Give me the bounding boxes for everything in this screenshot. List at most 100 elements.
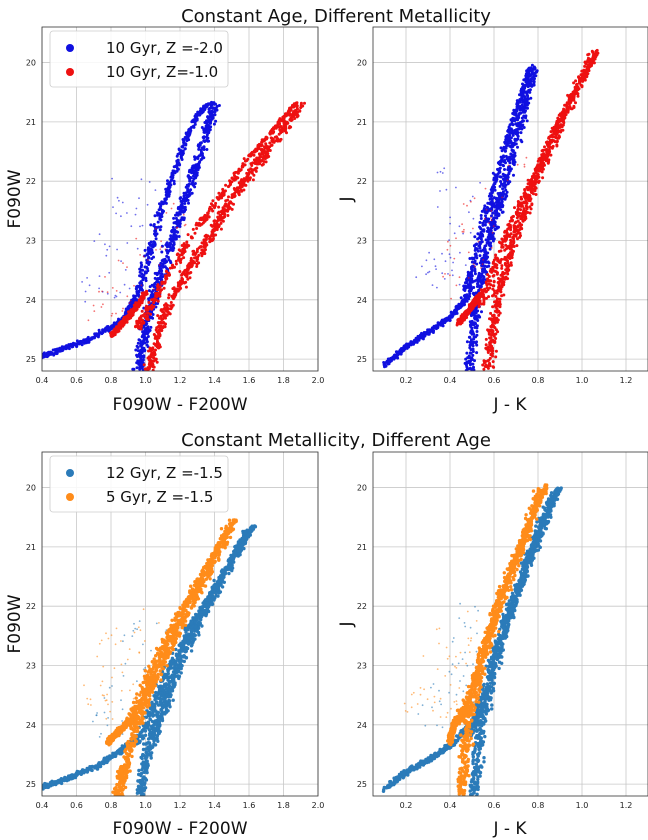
data-point	[583, 60, 587, 64]
data-point	[493, 188, 497, 192]
data-point	[112, 206, 114, 209]
data-point	[405, 346, 409, 350]
data-point	[110, 334, 114, 338]
data-point	[387, 362, 391, 365]
data-point	[207, 110, 211, 114]
data-point	[151, 348, 155, 351]
data-point	[526, 211, 530, 214]
data-point	[167, 192, 171, 196]
data-point	[166, 255, 170, 259]
data-point	[510, 249, 514, 253]
data-point	[491, 294, 494, 298]
data-point	[488, 362, 492, 366]
data-point	[148, 349, 152, 353]
data-point	[556, 130, 560, 134]
data-point	[143, 248, 147, 252]
data-point	[495, 211, 499, 215]
data-point	[521, 219, 525, 222]
data-point	[487, 194, 491, 198]
data-point	[273, 125, 277, 129]
x-tick-label: 0.4	[444, 376, 457, 385]
data-point	[225, 204, 229, 208]
data-point	[116, 248, 118, 251]
data-point	[145, 253, 149, 257]
data-point	[523, 211, 527, 215]
data-point	[219, 221, 223, 225]
data-point	[175, 211, 179, 215]
data-point	[518, 228, 522, 232]
data-point	[262, 151, 266, 155]
data-point	[93, 310, 96, 312]
data-point	[497, 199, 500, 203]
data-point	[444, 260, 447, 263]
data-point	[520, 106, 524, 109]
data-point	[209, 112, 213, 116]
data-point	[221, 206, 225, 210]
data-point	[151, 356, 155, 359]
data-point	[210, 207, 214, 211]
data-point	[475, 256, 479, 260]
data-point	[159, 308, 163, 312]
data-point	[104, 276, 106, 278]
data-point	[219, 227, 223, 231]
data-point	[204, 233, 208, 237]
data-point	[179, 196, 183, 200]
data-point	[126, 316, 130, 319]
data-point	[87, 339, 91, 343]
data-point	[474, 341, 478, 345]
data-point	[206, 115, 210, 119]
data-point	[84, 290, 87, 293]
data-point	[184, 191, 188, 195]
data-point	[468, 272, 471, 276]
data-point	[155, 337, 159, 341]
data-point	[172, 165, 176, 169]
data-point	[464, 297, 468, 301]
data-point	[468, 355, 472, 359]
data-point	[168, 244, 172, 248]
data-point	[530, 84, 534, 88]
y-tick-label: 22	[26, 177, 36, 186]
data-point	[519, 224, 523, 227]
data-point	[515, 109, 518, 113]
data-point	[484, 238, 488, 242]
data-point	[487, 295, 491, 299]
data-point	[510, 119, 514, 123]
data-point	[498, 311, 502, 315]
data-point	[144, 279, 148, 283]
data-point	[503, 168, 506, 171]
data-point	[509, 136, 513, 140]
data-point	[513, 139, 517, 142]
x-tick-label: 0.8	[105, 376, 118, 385]
data-point	[67, 343, 71, 347]
data-point	[134, 287, 138, 291]
data-point	[87, 319, 90, 322]
data-point	[106, 248, 109, 251]
data-point	[522, 194, 526, 198]
data-point	[515, 129, 519, 133]
data-point	[216, 215, 220, 219]
data-point	[120, 260, 122, 263]
data-point	[89, 337, 93, 341]
data-point	[280, 128, 284, 132]
data-point	[129, 316, 133, 320]
data-point	[502, 181, 506, 185]
data-point	[463, 281, 467, 285]
data-point	[163, 280, 167, 284]
data-point	[469, 348, 473, 352]
data-point	[501, 193, 505, 197]
data-point	[203, 241, 207, 244]
data-point	[150, 283, 154, 287]
data-point	[212, 110, 216, 114]
data-point	[128, 302, 131, 304]
data-point	[519, 111, 523, 115]
data-point	[139, 314, 143, 318]
data-point	[224, 183, 228, 187]
data-point	[60, 346, 64, 350]
data-point	[155, 211, 159, 215]
data-point	[401, 349, 405, 353]
data-point	[433, 258, 436, 261]
data-point	[496, 192, 500, 195]
data-point	[146, 332, 150, 336]
data-point	[494, 349, 498, 353]
data-point	[197, 253, 201, 257]
